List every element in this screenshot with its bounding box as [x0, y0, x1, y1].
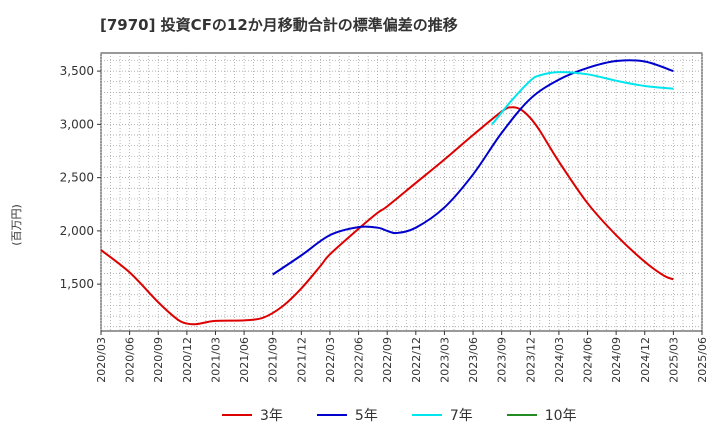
x-tick-label: 2022/06 — [353, 337, 366, 383]
series-line-7年 — [491, 71, 674, 125]
y-tick-label: 3,500 — [60, 64, 94, 78]
axes: 1,500 2,000 2,500 3,000 3,500 2020/03 2020/06 2… — [60, 64, 709, 383]
legend-label: 3年 — [260, 408, 283, 424]
x-tick-label: 2020/03 — [95, 337, 108, 383]
legend-label: 5年 — [354, 408, 378, 424]
x-tick-label: 2024/12 — [639, 337, 652, 383]
legend: 3年 5年 7年 10年 — [222, 405, 611, 425]
legend-swatch — [222, 414, 252, 416]
series-lines — [100, 59, 674, 326]
x-tick-label: 2021/03 — [209, 337, 222, 383]
x-tick-label: 2023/03 — [438, 337, 451, 383]
y-tick-label: 2,000 — [60, 224, 94, 238]
x-tick-label: 2021/09 — [267, 337, 280, 383]
legend-item: 7年 — [411, 405, 473, 425]
x-tick-label: 2023/12 — [524, 337, 537, 383]
plot-area — [100, 52, 703, 332]
x-tick-label: 2022/09 — [381, 337, 394, 383]
x-tick-label: 2024/09 — [610, 337, 623, 383]
x-tick-label: 2022/12 — [410, 337, 423, 383]
y-tick-label: 1,500 — [60, 277, 94, 291]
x-tick-label: 2025/06 — [696, 337, 709, 383]
grid — [100, 52, 703, 332]
chart-title: [7970] 投資CFの12か月移動合計の標準偏差の推移 — [100, 16, 458, 34]
x-tick-label: 2021/06 — [238, 337, 251, 383]
series-line-3年 — [100, 106, 674, 326]
series-line-5年 — [272, 59, 674, 276]
legend-item: 10年 — [506, 405, 577, 425]
y-tick-label: 2,500 — [60, 171, 94, 185]
x-tick-label: 2023/09 — [496, 337, 509, 383]
x-tick-label: 2020/12 — [181, 337, 194, 383]
legend-item: 5年 — [316, 405, 378, 425]
legend-swatch — [506, 414, 537, 416]
x-tick-label: 2024/06 — [582, 337, 595, 383]
x-tick-label: 2025/03 — [667, 337, 680, 383]
legend-label: 10年 — [544, 408, 577, 424]
x-tick-label: 2020/06 — [124, 337, 137, 383]
legend-swatch — [411, 414, 442, 416]
legend-label: 7年 — [449, 408, 473, 424]
x-tick-label: 2021/12 — [295, 337, 308, 383]
x-tick-label: 2024/03 — [553, 337, 566, 383]
legend-swatch — [316, 414, 347, 416]
x-tick-label: 2023/06 — [467, 337, 480, 383]
y-tick-label: 3,000 — [60, 117, 94, 131]
legend-item: 3年 — [222, 405, 283, 425]
x-tick-label: 2022/03 — [324, 337, 337, 383]
x-tick-label: 2020/09 — [152, 337, 165, 383]
